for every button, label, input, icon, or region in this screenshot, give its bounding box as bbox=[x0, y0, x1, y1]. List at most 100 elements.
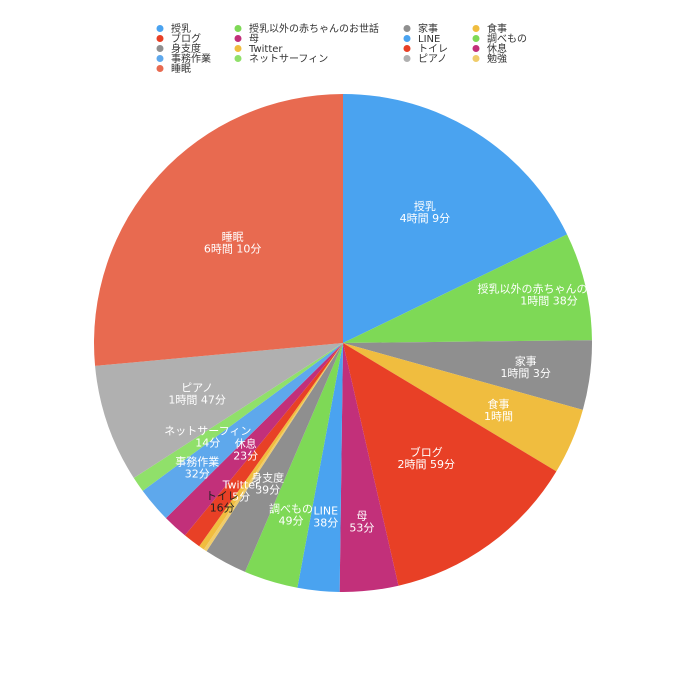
legend-label: 身支度 bbox=[171, 42, 201, 55]
legend-label: 家事 bbox=[418, 22, 438, 35]
legend-swatch bbox=[403, 55, 411, 62]
pie-slice bbox=[206, 343, 343, 572]
legend-item: 調べもの bbox=[472, 32, 527, 45]
slice-name-label: 事務作業 bbox=[175, 455, 219, 469]
legend-label: 母 bbox=[249, 33, 259, 45]
pie-slice bbox=[133, 343, 343, 491]
legend-swatch bbox=[403, 45, 411, 52]
slice-name-label: ピアノ bbox=[181, 381, 213, 394]
legend-label: 食事 bbox=[487, 22, 507, 35]
legend-label: トイレ bbox=[418, 44, 448, 55]
legend-label: LINE bbox=[418, 34, 440, 45]
legend-item: 事務作業 bbox=[156, 52, 211, 65]
legend-swatch bbox=[403, 25, 411, 32]
legend-swatch bbox=[156, 55, 164, 62]
pie-slice bbox=[94, 93, 343, 366]
slice-value-label: 6時間 10分 bbox=[204, 242, 262, 255]
legend-label: 授乳 bbox=[171, 22, 191, 35]
slice-value-label: 4時間 9分 bbox=[400, 212, 451, 225]
slice-name-label: ネットサーフィン bbox=[164, 424, 251, 437]
slice-name-label: トイレ bbox=[206, 489, 239, 502]
slice-name-label: 母 bbox=[356, 509, 367, 522]
pie-slice bbox=[297, 343, 343, 592]
slice-value-label: 14分 bbox=[195, 436, 220, 449]
legend-item: 睡眠 bbox=[156, 62, 191, 75]
legend-item: LINE bbox=[403, 34, 440, 45]
legend-label: 睡眠 bbox=[171, 62, 191, 75]
legend-item: ネットサーフィン bbox=[234, 53, 328, 65]
legend-item: トイレ bbox=[403, 44, 448, 55]
slice-name-label: 授乳以外の赤ちゃんのお世話 bbox=[478, 281, 621, 295]
pie-slice bbox=[343, 343, 557, 586]
slice-value-label: 23分 bbox=[233, 450, 258, 463]
legend-swatch bbox=[234, 55, 242, 62]
legend-swatch bbox=[472, 45, 480, 52]
slice-name-label: 睡眠 bbox=[222, 230, 244, 243]
pie-slice bbox=[203, 343, 343, 552]
legend-item: ブログ bbox=[156, 32, 201, 45]
slice-value-label: 1時間 38分 bbox=[520, 294, 578, 307]
pie-slice bbox=[184, 343, 343, 547]
legend-item: Twitter bbox=[234, 44, 283, 55]
slice-name-label: Twitter bbox=[222, 479, 260, 492]
legend-item: ピアノ bbox=[403, 53, 447, 65]
pie-slice bbox=[142, 343, 343, 519]
legend-label: ネットサーフィン bbox=[249, 53, 328, 65]
slice-name-label: 食事 bbox=[488, 397, 510, 411]
slice-name-label: 身支度 bbox=[251, 470, 284, 484]
legend-swatch bbox=[472, 25, 480, 32]
legend-item: 休息 bbox=[472, 42, 507, 55]
legend-swatch bbox=[234, 45, 242, 52]
pie-slice bbox=[343, 234, 592, 343]
slice-value-label: 1時間 47分 bbox=[168, 393, 226, 406]
pie-slice bbox=[199, 343, 343, 550]
pie-slices bbox=[94, 93, 592, 593]
legend-label: 授乳以外の赤ちゃんのお世話 bbox=[249, 22, 379, 35]
legend-swatch bbox=[156, 35, 164, 42]
legend-swatch bbox=[156, 65, 164, 72]
pie-slice bbox=[343, 343, 583, 472]
slice-name-label: 調べもの bbox=[269, 502, 313, 516]
legend-swatch bbox=[472, 55, 480, 62]
pie-slice bbox=[343, 94, 568, 343]
slice-value-label: 5分 bbox=[232, 491, 250, 504]
legend-swatch bbox=[403, 35, 411, 42]
legend-swatch bbox=[156, 45, 164, 52]
slice-value-label: 38分 bbox=[313, 516, 338, 529]
legend-item: 授乳以外の赤ちゃんのお世話 bbox=[234, 22, 379, 35]
slice-value-label: 16分 bbox=[210, 501, 235, 514]
slice-name-label: ブログ bbox=[410, 445, 443, 459]
legend-label: 事務作業 bbox=[171, 52, 211, 65]
slice-name-label: 休息 bbox=[235, 437, 257, 451]
legend-item: 身支度 bbox=[156, 42, 201, 55]
legend-label: 休息 bbox=[487, 42, 507, 55]
slice-name-label: 家事 bbox=[515, 354, 537, 368]
legend-swatch bbox=[234, 35, 242, 42]
legend-item: 家事 bbox=[403, 22, 438, 35]
legend-label: ブログ bbox=[171, 32, 201, 45]
legend-label: Twitter bbox=[248, 44, 283, 55]
legend-label: 調べもの bbox=[487, 32, 527, 45]
legend-item: 授乳 bbox=[156, 22, 191, 35]
legend-item: 食事 bbox=[472, 22, 507, 35]
legend-swatch bbox=[156, 25, 164, 32]
pie-slice bbox=[343, 340, 592, 410]
slice-value-label: 1時間 3分 bbox=[500, 367, 551, 380]
legend-item: 母 bbox=[234, 33, 259, 45]
legend-label: 勉強 bbox=[487, 52, 507, 65]
slice-value-label: 39分 bbox=[255, 483, 280, 496]
legend-item: 勉強 bbox=[472, 52, 507, 65]
slice-value-label: 32分 bbox=[185, 468, 210, 481]
slice-value-label: 2時間 59分 bbox=[398, 458, 456, 471]
slice-value-label: 1時間 bbox=[484, 410, 513, 423]
slice-value-label: 53分 bbox=[349, 521, 374, 534]
slice-value-label: 49分 bbox=[279, 515, 304, 528]
slice-name-label: 授乳 bbox=[414, 199, 436, 213]
legend-swatch bbox=[234, 25, 242, 32]
pie-slice bbox=[339, 343, 399, 593]
slice-name-label: LINE bbox=[314, 504, 339, 517]
pie-slice bbox=[245, 343, 343, 588]
